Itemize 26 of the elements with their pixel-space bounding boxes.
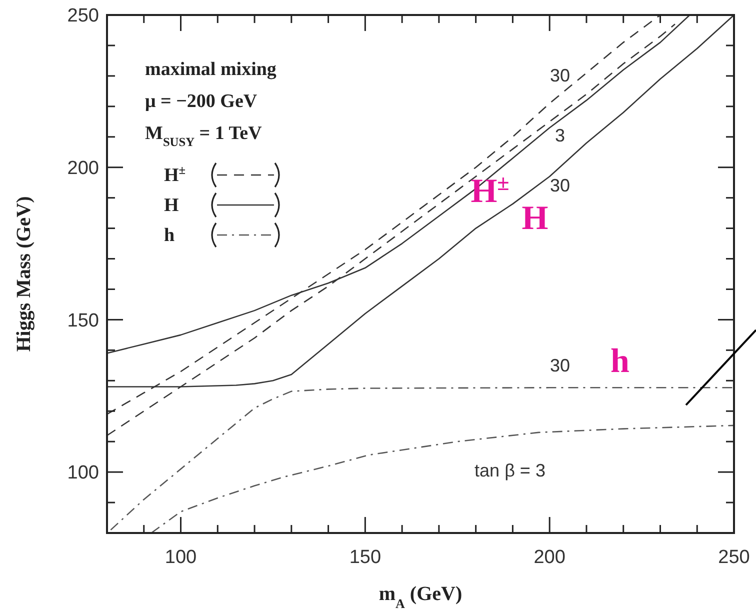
x-tick-label: 250 [718, 547, 750, 568]
annotation: h [610, 342, 630, 380]
legend-label: h [164, 225, 175, 246]
line-series [150, 424, 735, 534]
annotation: maximal mixing [145, 59, 277, 80]
legend-label: H [164, 195, 179, 216]
annotation: 30 [550, 355, 570, 376]
annotation: M$_{SUSY}$ = 1 TeV [145, 123, 262, 149]
y-tick-label: 250 [67, 6, 99, 27]
y-tick-label: 200 [67, 158, 99, 180]
annotation: 30 [550, 65, 570, 86]
x-tick-label: 100 [164, 547, 197, 568]
y-axis-title: Higgs Mass (GeV) [13, 196, 35, 352]
annotation: H$^{±}$ [470, 169, 510, 210]
annotation: H [522, 200, 548, 237]
y-tick-label: 150 [67, 310, 99, 332]
annotation: 30 [550, 175, 570, 196]
annotation: tan β = 3 [474, 460, 546, 480]
x-tick-label: 200 [534, 547, 566, 568]
annotation: μ = −200 GeV [145, 91, 258, 112]
legend-label: H$^{±}$ [164, 163, 186, 186]
annotation: 3 [554, 125, 566, 146]
x-axis-title: m$_{A}$ (GeV) [378, 583, 462, 610]
line-series [110, 387, 735, 531]
x-tick-label: 150 [349, 547, 382, 568]
y-tick-label: 100 [67, 462, 99, 484]
